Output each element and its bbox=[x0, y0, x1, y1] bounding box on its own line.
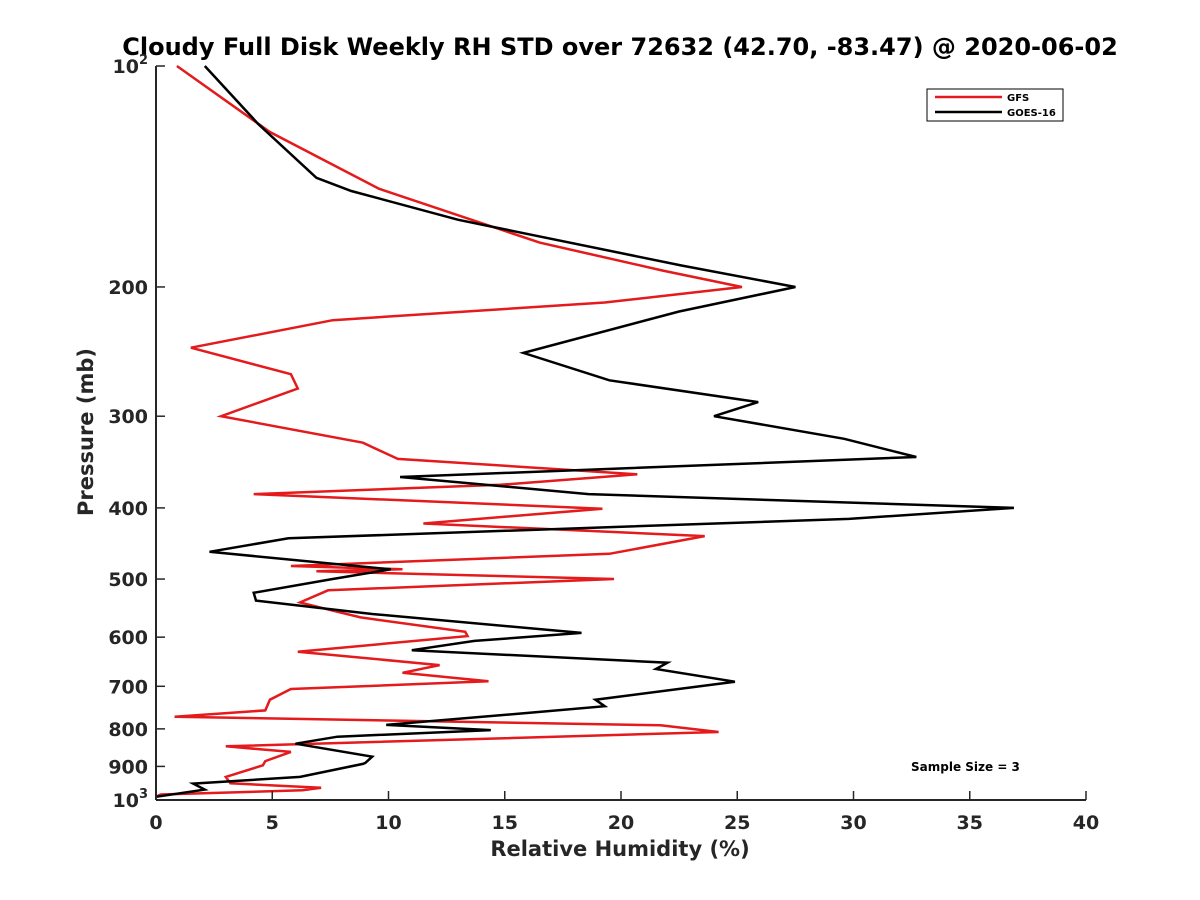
y-tick-label: 200 bbox=[108, 277, 148, 299]
sample-size-annotation: Sample Size = 3 bbox=[911, 760, 1020, 774]
chart-title: Cloudy Full Disk Weekly RH STD over 7263… bbox=[122, 33, 1118, 61]
y-tick-label: 600 bbox=[108, 627, 148, 649]
y-tick-label: 900 bbox=[108, 756, 148, 778]
y-tick-label: 700 bbox=[108, 676, 148, 698]
series-layer bbox=[155, 64, 1014, 799]
axes-layer: 0 5 10 15 20 25 30 35 40 102 200 300 400 500 600 700 800… bbox=[108, 53, 1099, 834]
y-tick-label: 103 bbox=[113, 787, 149, 812]
y-tick-label: 500 bbox=[108, 569, 148, 591]
y-tick-label: 400 bbox=[108, 498, 148, 520]
legend: GFS GOES-16 bbox=[926, 88, 1064, 122]
x-axis-label: Relative Humidity (%) bbox=[490, 837, 749, 861]
series-line-goes16 bbox=[155, 65, 1014, 799]
legend-label-gfs: GFS bbox=[1007, 93, 1029, 104]
y-tick-label: 800 bbox=[108, 719, 148, 741]
x-tick-label: 5 bbox=[266, 812, 279, 834]
x-tick-label: 40 bbox=[1073, 812, 1099, 834]
x-tick-label: 35 bbox=[957, 812, 983, 834]
legend-label-goes16: GOES-16 bbox=[1007, 108, 1056, 119]
y-axis-label: Pressure (mb) bbox=[74, 348, 98, 516]
x-tick-label: 0 bbox=[149, 812, 162, 834]
x-tick-label: 30 bbox=[840, 812, 866, 834]
x-tick-label: 25 bbox=[724, 812, 750, 834]
x-tick-label: 20 bbox=[608, 812, 634, 834]
y-tick-label: 300 bbox=[108, 406, 148, 428]
legend-box bbox=[926, 88, 1064, 122]
x-tick-label: 15 bbox=[492, 812, 518, 834]
x-tick-label: 10 bbox=[375, 812, 401, 834]
series-line-gfs bbox=[155, 64, 743, 798]
y-tick-label: 102 bbox=[113, 53, 149, 78]
